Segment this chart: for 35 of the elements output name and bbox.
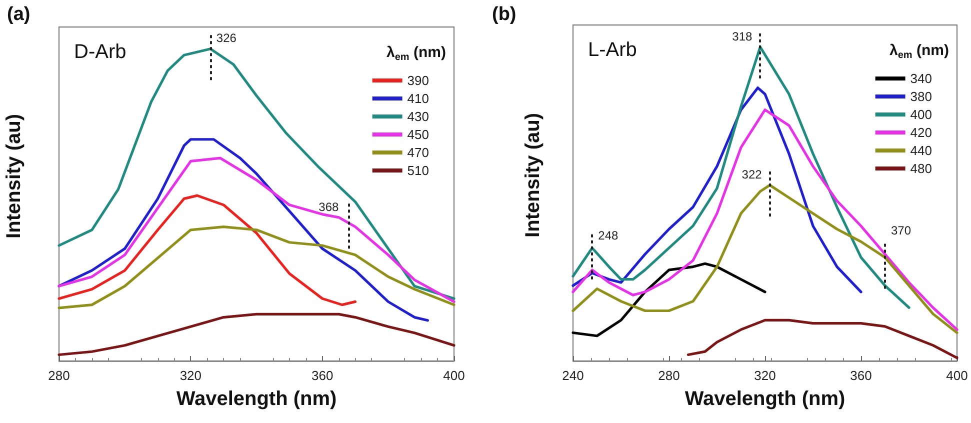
- y-axis-title: Intensity (au): [3, 114, 25, 238]
- annotation: 368: [318, 200, 339, 214]
- x-tick-label: 320: [180, 368, 202, 383]
- legend-label: 420: [910, 125, 932, 140]
- chart-subtitle: D-Arb: [74, 41, 126, 63]
- chart-title: (a): [7, 4, 30, 25]
- y-axis-title: Intensity (au): [522, 113, 544, 238]
- legend-label: 390: [407, 73, 430, 88]
- x-tick-label: 240: [562, 368, 584, 383]
- x-tick-label: 280: [658, 368, 680, 383]
- legend-label: 510: [407, 163, 430, 178]
- chart-title: (b): [492, 4, 516, 25]
- annotation: 370: [890, 224, 912, 238]
- x-axis-title: Wavelength (nm): [176, 388, 337, 410]
- x-axis-title: Wavelength (nm): [684, 388, 846, 410]
- x-tick-label: 360: [850, 368, 872, 383]
- annotation: 326: [216, 31, 237, 46]
- legend-label: 340: [910, 71, 932, 86]
- annotation: 248: [598, 228, 619, 242]
- x-tick-label: 360: [311, 368, 334, 383]
- annotation: 318: [732, 29, 753, 44]
- legend-label: 480: [910, 161, 932, 176]
- legend-label: 400: [910, 107, 932, 122]
- annotation: 322: [742, 167, 762, 182]
- legend-label: 470: [407, 145, 430, 160]
- legend-label: 440: [910, 143, 932, 158]
- chart-subtitle: L-Arb: [588, 39, 637, 61]
- x-tick-label: 400: [946, 368, 968, 383]
- x-tick-label: 320: [754, 368, 776, 383]
- legend-label: 410: [407, 91, 430, 106]
- x-tick-label: 280: [48, 368, 70, 383]
- legend-label: 380: [910, 89, 932, 104]
- legend-label: 430: [407, 109, 430, 124]
- x-tick-label: 400: [443, 368, 465, 383]
- legend-label: 450: [407, 127, 430, 142]
